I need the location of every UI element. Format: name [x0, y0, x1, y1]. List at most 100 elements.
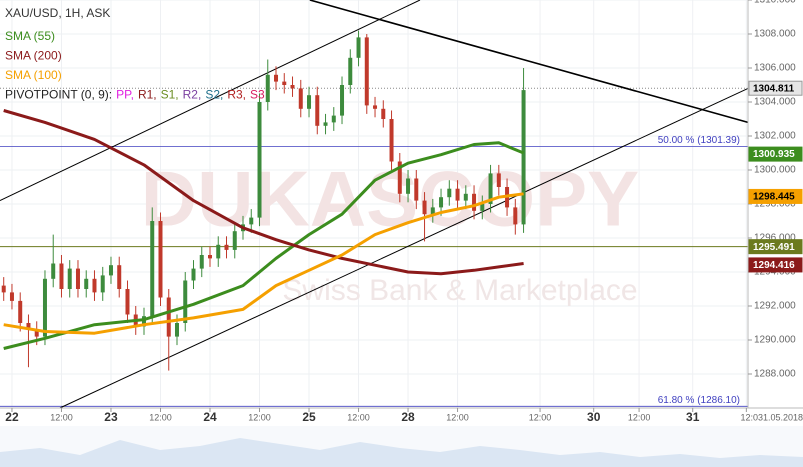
- candle-body: [125, 289, 130, 315]
- candle-body: [224, 244, 229, 250]
- candle-body: [84, 278, 89, 289]
- legend-pivot-item: S1,: [161, 88, 179, 102]
- candle-body: [356, 37, 361, 58]
- y-tick-label: 1310.000: [754, 0, 796, 6]
- candle-body: [348, 57, 353, 85]
- candle-body: [472, 193, 477, 211]
- sma-line: [3, 192, 524, 335]
- x-tick-label: 12:00: [628, 412, 651, 422]
- watermark-sub: Swiss Bank & Marketplace: [282, 274, 637, 307]
- candle-body: [463, 193, 468, 201]
- legend-pivot-item: R3,: [227, 88, 246, 102]
- y-tick-label: 1288.000: [754, 369, 796, 380]
- y-tick-label: 1308.000: [754, 29, 796, 40]
- price-box: [748, 146, 803, 162]
- candle-body: [150, 221, 155, 317]
- candle-body: [480, 204, 485, 211]
- candle-body: [75, 268, 80, 289]
- x-tick-label: 12:00: [529, 412, 552, 422]
- candle-body: [340, 85, 345, 116]
- candle-body: [166, 297, 171, 337]
- x-tick-label: 30: [587, 410, 601, 424]
- candle-body: [9, 292, 14, 301]
- candle-body: [455, 188, 460, 201]
- candle-body: [265, 74, 270, 102]
- candle-body: [331, 115, 336, 123]
- x-tick-label: 31: [686, 410, 700, 424]
- candle-body: [216, 244, 221, 259]
- candle-body: [100, 275, 105, 293]
- legend-entry: SMA (200): [5, 49, 62, 63]
- candle-body: [51, 263, 56, 279]
- candle-body: [307, 95, 312, 109]
- candle-body: [1, 285, 6, 293]
- candle-body: [315, 95, 320, 126]
- candle-body: [141, 316, 146, 327]
- candle-body: [174, 323, 179, 337]
- candle-body: [422, 200, 427, 215]
- y-tick-label: 1306.000: [754, 63, 796, 74]
- candle-body: [108, 265, 113, 276]
- price-label: 1295.491: [753, 242, 795, 253]
- candle-body: [488, 173, 493, 204]
- candle-body: [18, 300, 23, 323]
- fib-label: 61.80 % (1286.10): [658, 395, 740, 406]
- price-box: [748, 239, 803, 255]
- candle-body: [323, 122, 328, 126]
- candle-body: [513, 207, 518, 225]
- price-label: 1294.416: [753, 260, 795, 271]
- x-tick-label: 28: [401, 410, 415, 424]
- legend-pivot-item: R2,: [183, 88, 202, 102]
- candle-body: [381, 108, 386, 119]
- legend-entry: SMA (55): [5, 29, 55, 43]
- candle-body: [447, 188, 452, 198]
- price-box: [748, 80, 803, 96]
- x-tick-label: 24: [203, 410, 217, 424]
- y-tick-label: 1302.000: [754, 131, 796, 142]
- x-tick-label: 12:00: [248, 412, 271, 422]
- legend-entry: SMA (100): [5, 68, 62, 82]
- navigator-area: [0, 438, 803, 467]
- candle-body: [298, 88, 303, 109]
- fib-label: 50.00 % (1301.39): [658, 135, 740, 146]
- candle-body: [439, 197, 444, 208]
- candle-body: [414, 178, 419, 201]
- candle-body: [373, 105, 378, 109]
- navigator: [0, 426, 803, 467]
- x-tick-label: 23: [104, 410, 118, 424]
- price-box: [748, 188, 803, 204]
- candle-body: [42, 278, 47, 337]
- candle-body: [208, 255, 213, 259]
- legend-pivot-item: S3: [250, 88, 265, 102]
- trend-line: [0, 0, 421, 202]
- candle-body: [199, 255, 204, 269]
- x-tick-label: 12:00: [446, 412, 469, 422]
- candle-body: [183, 280, 188, 323]
- trend-line: [309, 0, 749, 124]
- candle-body: [389, 119, 394, 162]
- legend-title: XAU/USD, 1H, ASK: [5, 6, 110, 20]
- candle-body: [232, 231, 237, 250]
- y-tick-label: 1300.000: [754, 165, 796, 176]
- x-tick-label: 12:00: [50, 412, 73, 422]
- candle-body: [59, 263, 64, 289]
- x-tick-label: 12:00: [347, 412, 370, 422]
- y-tick-label: 1292.000: [754, 301, 796, 312]
- candle-body: [290, 85, 295, 89]
- price-label: 1300.935: [753, 149, 795, 160]
- sma-line: [3, 109, 524, 276]
- candle-body: [34, 329, 39, 337]
- candle-body: [496, 173, 501, 187]
- y-tick-label: 1298.000: [754, 199, 796, 210]
- candle-body: [274, 74, 279, 82]
- candle-body: [26, 323, 31, 330]
- candle-body: [257, 102, 262, 218]
- price-label: 1298.445: [753, 192, 795, 203]
- candle-body: [249, 217, 254, 225]
- trend-line: [59, 87, 749, 409]
- candle-body: [397, 161, 402, 194]
- legend-pivot-item: PP,: [116, 88, 134, 102]
- y-tick-label: 1290.000: [754, 335, 796, 346]
- candle-body: [364, 37, 369, 106]
